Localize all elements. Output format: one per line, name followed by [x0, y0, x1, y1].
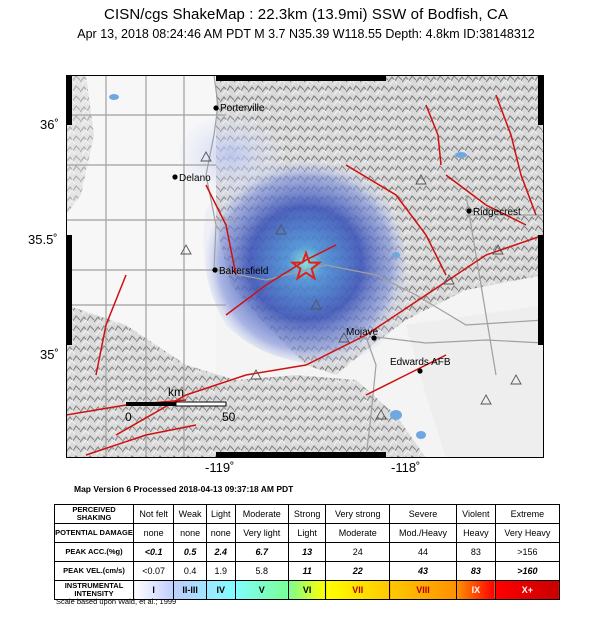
shakemap[interactable]: Porterville Delano Bakersfield Ridgecres…: [65, 74, 545, 459]
scale-end: 50: [222, 410, 236, 424]
legend-cell: Light: [205, 504, 236, 524]
legend-row-damage: POTENTIAL DAMAGE none none none Very lig…: [54, 523, 561, 543]
intensity-cell: I: [132, 580, 175, 600]
legend-cell: Not felt: [132, 504, 175, 524]
city-dot-ridgecrest: [466, 208, 472, 214]
event-details: Apr 13, 2018 08:24:46 AM PDT M 3.7 N35.3…: [77, 27, 535, 41]
legend-cell: Moderate: [234, 504, 289, 524]
legend-head-vel: PEAK VEL.(cm/s): [54, 561, 134, 581]
intensity-cell: IX: [455, 580, 496, 600]
legend-cell: none: [173, 523, 207, 543]
lat-label-35-5: 35.5˚: [28, 232, 58, 247]
legend-row-vel: PEAK VEL.(cm/s) <0.07 0.4 1.9 5.8 11 22 …: [54, 561, 561, 581]
lon-label-119: -119˚: [205, 460, 235, 475]
city-dot-bakersfield: [212, 267, 218, 273]
city-label-edwards: Edwards AFB: [390, 357, 451, 368]
city-label-delano: Delano: [179, 173, 211, 184]
legend-cell: Very Heavy: [494, 523, 561, 543]
legend-cell: Mod./Heavy: [389, 523, 457, 543]
legend-cell: 0.5: [173, 542, 207, 562]
legend-cell: 0.4: [173, 561, 207, 581]
legend-cell: 2.4: [205, 542, 236, 562]
legend-head-shaking: PERCEIVED SHAKING: [54, 504, 134, 524]
scale-bar: km 0 50: [125, 385, 236, 424]
legend-cell: Strong: [287, 504, 327, 524]
legend-row-acc: PEAK ACC.(%g) <0.1 0.5 2.4 6.7 13 24 44 …: [54, 542, 561, 562]
intensity-cell: VIII: [389, 580, 457, 600]
legend-cell: 5.8: [234, 561, 289, 581]
legend-cell: 43: [389, 561, 457, 581]
city-label-ridgecrest: Ridgecrest: [473, 207, 521, 218]
legend-cell: Very strong: [325, 504, 391, 524]
legend-cell: Heavy: [455, 523, 496, 543]
legend-cell: <0.07: [132, 561, 175, 581]
legend-cell: 1.9: [205, 561, 236, 581]
legend-row-intensity: INSTRUMENTAL INTENSITY I II-III IV V VI …: [54, 580, 561, 600]
legend-cell: 24: [325, 542, 391, 562]
legend-cell: 13: [287, 542, 327, 562]
intensity-cell: II-III: [173, 580, 207, 600]
scale-unit: km: [168, 385, 184, 399]
legend-cell: 83: [455, 542, 496, 562]
city-dot-mojave: [371, 335, 377, 341]
legend-cell: Very light: [234, 523, 289, 543]
legend-cell: none: [132, 523, 175, 543]
intensity-cell: V: [234, 580, 289, 600]
legend-cell: 83: [455, 561, 496, 581]
legend-cell: 6.7: [234, 542, 289, 562]
city-dot-porterville: [213, 105, 219, 111]
legend-head-damage: POTENTIAL DAMAGE: [54, 523, 134, 543]
legend-row-shaking: PERCEIVED SHAKING Not felt Weak Light Mo…: [54, 504, 561, 524]
shaking-zone: [203, 161, 408, 365]
shakemap-canvas: Porterville Delano Bakersfield Ridgecres…: [65, 74, 545, 459]
city-label-bakersfield: Bakersfield: [219, 266, 268, 277]
city-dot-edwards: [417, 368, 423, 374]
intensity-cell: VI: [287, 580, 327, 600]
transverse-terrain: [66, 305, 426, 458]
legend-cell: >156: [494, 542, 561, 562]
lon-label-118: -118˚: [391, 460, 421, 475]
lat-label-35: 35˚: [40, 347, 59, 362]
intensity-legend: PERCEIVED SHAKING Not felt Weak Light Mo…: [54, 504, 561, 600]
legend-cell: Violent: [455, 504, 496, 524]
map-version: Map Version 6 Processed 2018-04-13 09:37…: [74, 484, 294, 494]
city-dot-delano: [172, 174, 178, 180]
legend-head-acc: PEAK ACC.(%g): [54, 542, 134, 562]
legend-cell: 44: [389, 542, 457, 562]
intensity-cell: IV: [205, 580, 236, 600]
legend-cell: Moderate: [325, 523, 391, 543]
legend-cell: >160: [494, 561, 561, 581]
legend-cell: Extreme: [494, 504, 561, 524]
roads: [66, 74, 545, 459]
intensity-cell: VII: [325, 580, 391, 600]
legend-cell: 11: [287, 561, 327, 581]
map-border: [66, 75, 544, 458]
scale-start: 0: [125, 410, 132, 424]
legend-cell: 22: [325, 561, 391, 581]
map-title: CISN/cgs ShakeMap : 22.3km (13.9mi) SSW …: [104, 6, 508, 23]
seismic-stations: [180, 151, 522, 420]
city-label-mojave: Mojave: [346, 327, 379, 338]
lat-label-36: 36˚: [40, 117, 59, 132]
water-bodies: [109, 94, 467, 439]
star-icon: [289, 250, 323, 281]
legend-cell: Weak: [173, 504, 207, 524]
legend-cell: <0.1: [132, 542, 175, 562]
legend-cell: Light: [287, 523, 327, 543]
legend-head-intensity: INSTRUMENTAL INTENSITY: [54, 580, 134, 600]
fault-lines: [65, 94, 545, 456]
scale-footnote: Scale based upon Wald, et al.; 1999: [56, 597, 177, 606]
legend-cell: none: [205, 523, 236, 543]
city-markers: [172, 105, 472, 374]
city-label-porterville: Porterville: [220, 103, 265, 114]
legend-cell: Severe: [389, 504, 457, 524]
intensity-cell: X+: [494, 580, 561, 600]
